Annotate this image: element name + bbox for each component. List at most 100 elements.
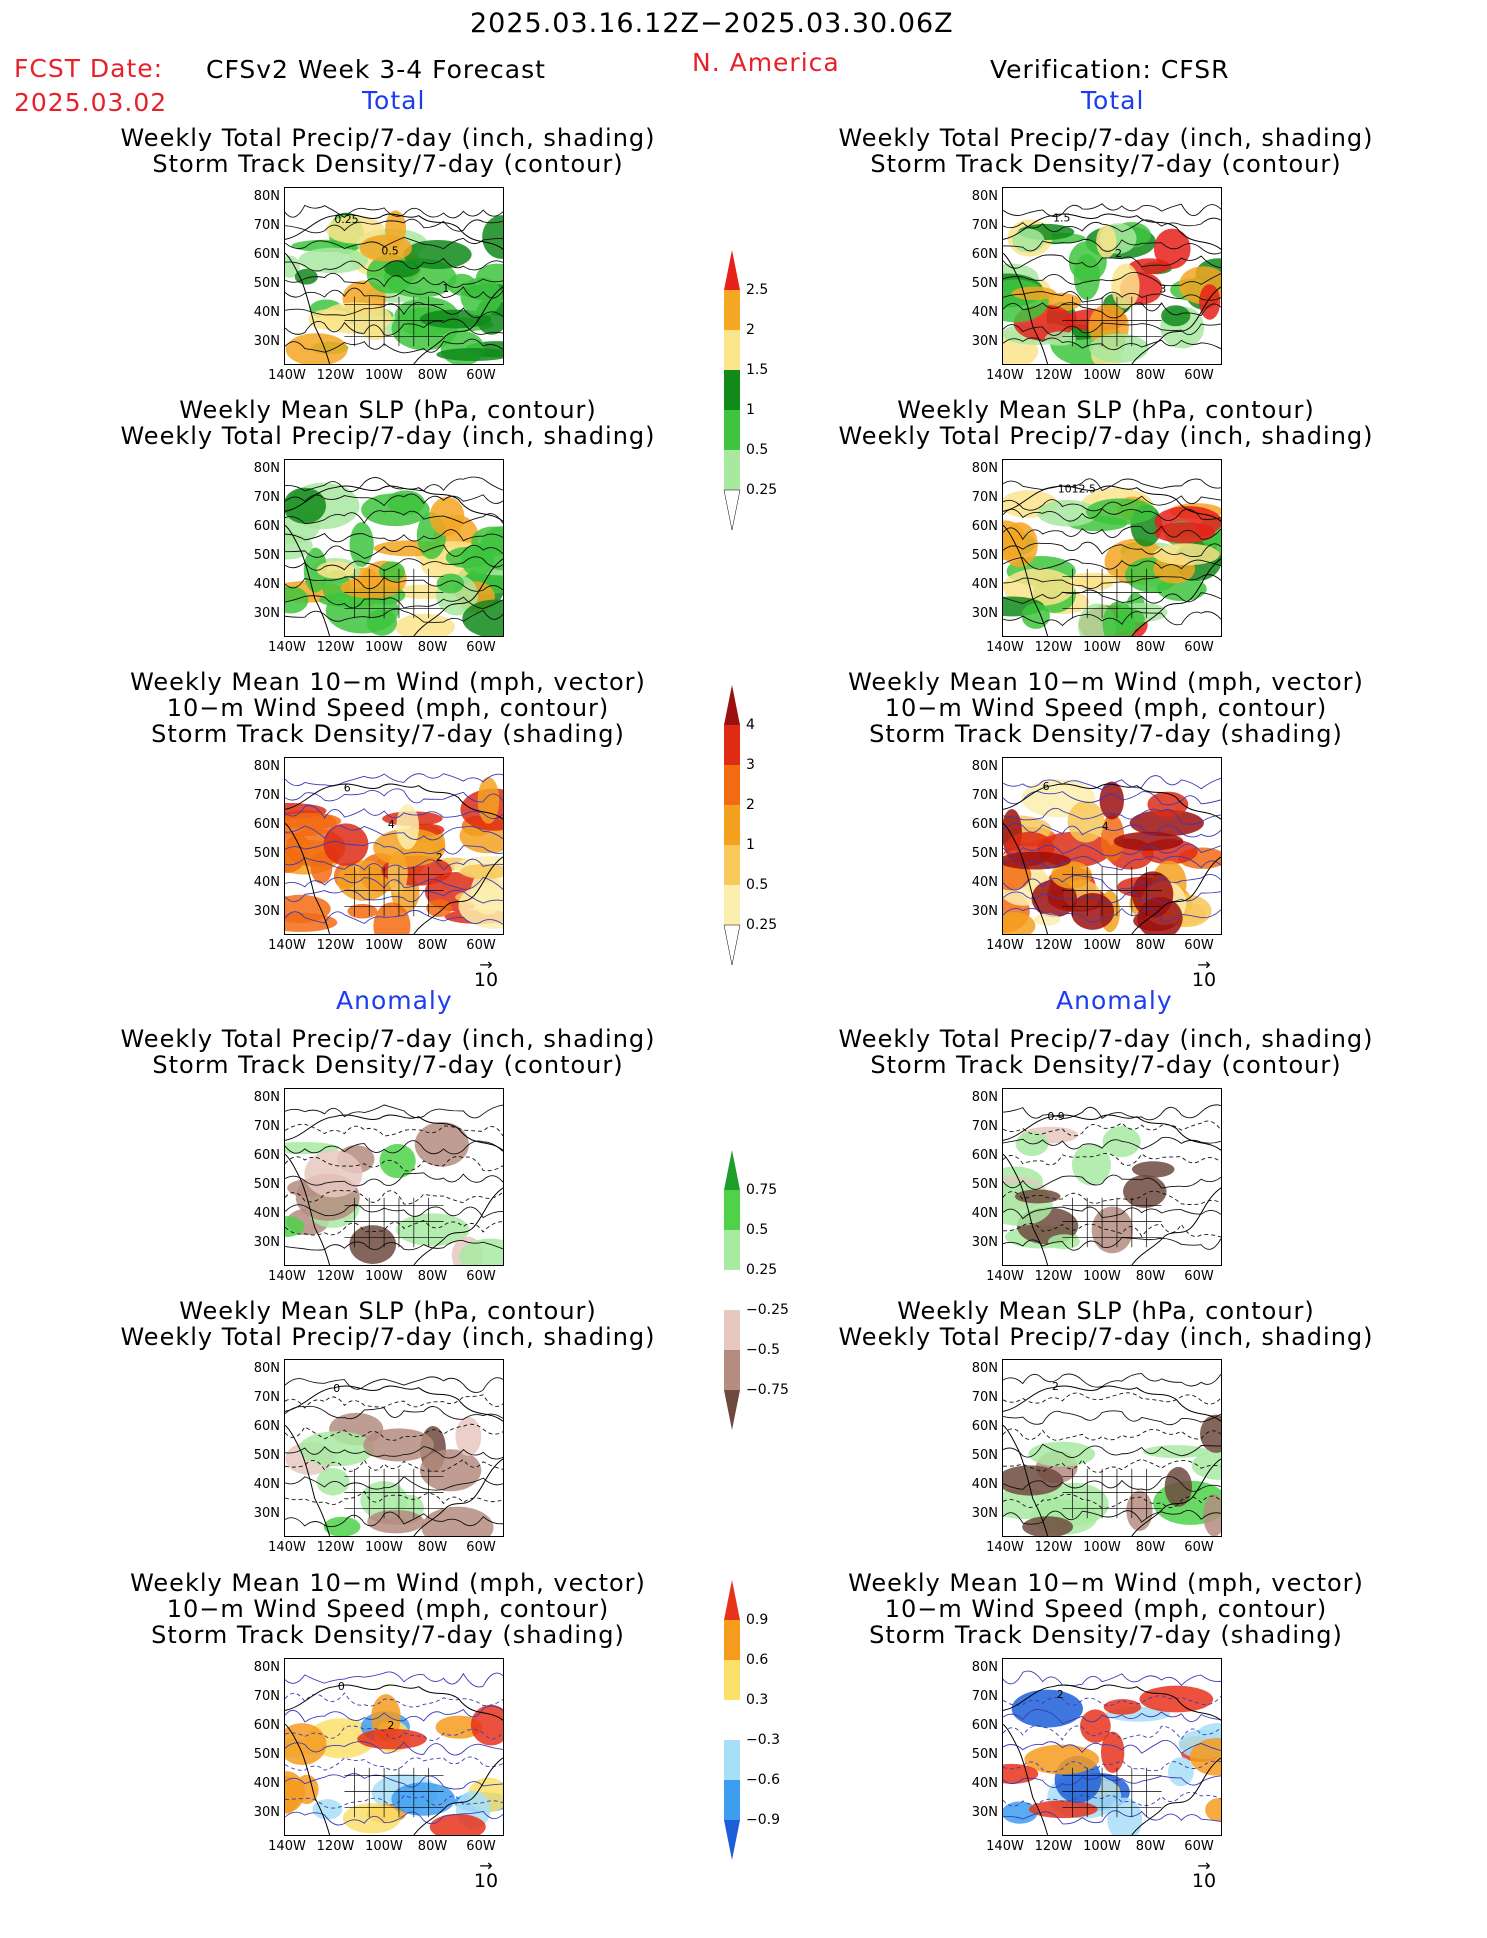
contour-line [1003,1810,1221,1825]
shading-blob [1085,498,1157,525]
contour-line [1003,1493,1221,1509]
panel-title-line: Storm Track Density/7-day (shading) [151,1621,625,1649]
contour-label: 4 [1102,820,1109,833]
section-anomaly-right: Anomaly [1056,986,1173,1015]
shading-blob [1200,1414,1221,1453]
panel-title-line: Storm Track Density/7-day (shading) [869,1621,1343,1649]
lon-tick-label: 80W [417,1269,448,1284]
shading-blob [462,599,503,636]
lat-tick-label: 80N [253,189,280,204]
contour-line [285,1476,503,1491]
shading-blob [436,347,503,361]
lon-tick-label: 60W [1184,640,1214,655]
lon-tick-label: 140W [268,1540,306,1555]
contour-label: 2 [1052,1380,1059,1393]
colorbar-bottom-tip [724,1390,740,1430]
shading-blob [1099,781,1124,820]
shading-blob [1014,1189,1061,1204]
contour-line [285,1741,503,1756]
contour-label: 4 [388,818,395,831]
shading-blob [323,823,369,866]
contour-line [285,889,503,904]
map-panel: 0 [284,1359,504,1537]
lon-tick-label: 100W [1083,1269,1121,1284]
shading-blob [403,239,472,270]
panel-title-line: Storm Track Density/7-day (contour) [152,150,624,178]
panel-title-line: Weekly Total Precip/7-day (inch, shading… [838,422,1374,450]
shading-blob [1100,814,1125,862]
lon-tick-label: 140W [986,1269,1024,1284]
lat-tick-label: 80N [971,461,998,476]
panel-title-line: Storm Track Density/7-day (shading) [151,720,625,748]
lon-tick-label: 100W [365,938,403,953]
colorbar-label: −0.5 [746,1342,780,1358]
contour-line [285,857,503,872]
shading-blob [285,848,304,874]
shading-blob [482,215,503,260]
coastline [285,783,503,934]
shading-blob [1012,228,1045,253]
lat-tick-label: 40N [253,305,280,320]
lat-tick-label: 40N [971,1776,998,1791]
vector-reference-value: 10 [473,969,499,991]
colorbar-label: −0.3 [746,1732,780,1748]
contour-line [1003,907,1221,923]
contour-line [285,804,503,820]
shading-blob [285,894,331,924]
contour-line [285,544,503,559]
lon-tick-label: 100W [1083,640,1121,655]
contour-line [285,909,503,925]
contour-line [285,218,503,234]
lat-tick-label: 40N [253,1477,280,1492]
lat-tick-label: 30N [971,334,998,349]
lat-tick-label: 40N [253,1776,280,1791]
colorbar-top-tip [724,1150,740,1190]
panel-title-line: Weekly Mean SLP (hPa, contour) [897,1297,1315,1325]
colorbar-label: 0.75 [746,1182,778,1198]
contour-line [285,576,503,592]
panel-title-line: 10−m Wind Speed (mph, contour) [884,694,1328,722]
lon-tick-label: 120W [316,1540,355,1555]
contour-line [1003,508,1221,522]
shading-blob [419,1449,482,1492]
lat-tick-label: 60N [971,1419,998,1434]
shading-blob [1068,240,1107,283]
shading-blob [1079,1709,1111,1743]
colorbar-segment [724,370,740,410]
contour-line [285,318,503,336]
lat-tick-label: 50N [971,1747,998,1762]
lat-tick-label: 70N [253,490,280,505]
colorbar-label: 0.9 [746,1612,769,1628]
colorbar-segment [724,1780,740,1820]
lon-tick-label: 120W [316,640,355,655]
map-panel: 0.25 0.5 1 [284,187,504,365]
date-range-title: 2025.03.16.12Z−2025.03.30.06Z [470,8,954,39]
contour-line [285,338,503,354]
panel-title-line: Weekly Mean 10−m Wind (mph, vector) [130,1569,646,1597]
colorbar-top-tip [724,250,740,290]
lat-tick-label: 40N [253,577,280,592]
lon-tick-label: 120W [316,1839,355,1854]
colorbar-label: 4 [746,717,755,733]
contour-line [285,841,503,855]
contour-label: 2 [436,851,443,864]
colorbar-segment [724,410,740,450]
colorbar-bottom-tip [723,489,741,531]
shading-blob [385,210,407,247]
shading-blob [357,1728,427,1750]
contour-line [1003,1373,1221,1388]
contour-line [1003,290,1221,303]
panel-title-line: Storm Track Density/7-day (shading) [869,720,1343,748]
lat-tick-label: 50N [253,846,280,861]
fcst-date-value: 2025.03.02 [14,88,168,117]
colorbar-label: 0.25 [746,482,778,498]
lat-tick-label: 50N [971,1177,998,1192]
colorbar-segment [724,765,740,805]
lat-tick-label: 50N [253,1747,280,1762]
contour-label: 0.5 [381,245,398,258]
contour-line [1003,1670,1221,1686]
colorbar-segment [724,330,740,370]
lat-tick-label: 70N [253,1119,280,1134]
lon-tick-label: 100W [365,368,403,383]
